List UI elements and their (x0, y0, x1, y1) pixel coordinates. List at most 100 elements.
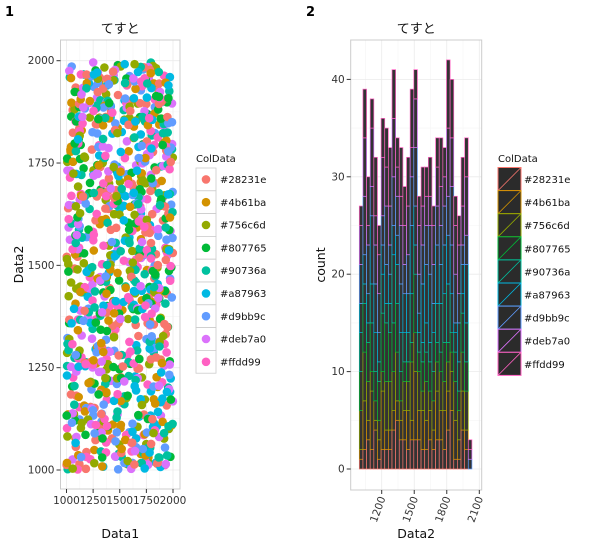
histogram-bar-segment (377, 361, 382, 382)
histogram-bar-segment (417, 195, 422, 226)
histogram-bar-segment (435, 205, 440, 246)
histogram-bar-segment (406, 332, 411, 363)
histogram-bar-segment (377, 254, 382, 295)
data-point (112, 428, 122, 437)
data-point (130, 210, 139, 220)
data-point (100, 113, 110, 123)
data-point (89, 230, 99, 239)
data-point (161, 299, 170, 308)
data-point (154, 79, 164, 88)
histogram-bar-segment (431, 332, 436, 372)
histogram-bar-segment (366, 322, 371, 343)
histogram-bar-segment (464, 322, 469, 363)
data-point (62, 423, 72, 433)
histogram-bar-segment (431, 225, 436, 265)
data-point (137, 400, 147, 410)
data-point (116, 396, 126, 406)
data-point (143, 79, 152, 88)
histogram-bar-segment (398, 195, 404, 226)
histogram-bar-segment (398, 419, 404, 441)
data-point (128, 246, 137, 256)
data-point (75, 208, 85, 218)
data-point (137, 141, 147, 151)
y-tick-label: 30 (331, 171, 344, 183)
data-point (87, 334, 97, 344)
data-point (81, 464, 91, 474)
data-point (144, 113, 154, 123)
histogram-bar-segment (424, 380, 429, 421)
histogram-bar-segment (446, 127, 451, 197)
histogram-bar-segment (388, 205, 393, 246)
histogram-bar-segment (467, 439, 473, 450)
histogram-bar-segment (435, 244, 440, 304)
histogram-bar-segment (427, 273, 433, 343)
histogram-bar-segment (369, 186, 375, 217)
histogram-bar-segment (453, 351, 458, 382)
histogram-bar-segment (366, 176, 371, 226)
data-point (66, 278, 76, 287)
histogram-bar-segment (460, 390, 466, 431)
histogram-bar-segment (417, 410, 422, 441)
data-point (73, 265, 82, 274)
data-point (153, 260, 163, 270)
legend-key-dot (201, 266, 211, 275)
histogram-bar-segment (391, 371, 396, 411)
histogram-bar-segment (395, 234, 400, 265)
histogram-bar-segment (402, 380, 407, 411)
histogram-bar-segment (391, 410, 396, 431)
data-point (88, 406, 98, 415)
histogram-bar-segment (420, 410, 426, 450)
legend-title: ColData (498, 154, 538, 165)
data-point (161, 223, 170, 232)
data-point (147, 309, 156, 319)
data-point (132, 166, 142, 175)
data-point (160, 319, 169, 329)
data-point (132, 346, 142, 355)
data-point (76, 452, 86, 462)
data-point (85, 113, 95, 122)
data-point (130, 460, 139, 469)
histogram-bar-segment (406, 380, 411, 411)
histogram-bar-segment (395, 419, 400, 470)
data-point (114, 351, 123, 360)
legend-key-dot (201, 311, 211, 321)
data-point (131, 117, 140, 126)
histogram-bar-segment (391, 69, 396, 119)
data-point (79, 164, 88, 173)
histogram-bar-segment (464, 390, 469, 431)
histogram-bar-segment (413, 273, 418, 333)
data-point (112, 191, 121, 201)
data-point (97, 453, 107, 462)
data-point (149, 282, 159, 292)
data-point (146, 238, 156, 248)
data-point (97, 462, 107, 471)
data-point (101, 373, 110, 383)
x-axis-label: Data2 (397, 526, 435, 541)
data-point (77, 418, 86, 428)
histogram-bar-segment (460, 205, 466, 246)
data-point (166, 157, 175, 167)
data-point (146, 355, 156, 364)
legend-label: #deb7a0 (220, 335, 266, 346)
histogram-bar-segment (366, 439, 371, 470)
data-point (73, 219, 83, 229)
histogram-bar-segment (460, 312, 466, 353)
histogram-bar-segment (358, 449, 364, 460)
data-point (102, 421, 112, 431)
histogram-bar-segment (373, 156, 378, 217)
histogram-bar-segment (384, 322, 389, 382)
histogram-bar-segment (438, 410, 444, 441)
histogram-bar-segment (449, 79, 455, 139)
histogram-bar-segment (457, 458, 462, 470)
histogram-bar-segment (398, 283, 404, 333)
data-point (99, 301, 108, 311)
data-point (79, 249, 89, 258)
histogram-bar-segment (369, 127, 375, 187)
histogram-bar-segment (384, 303, 389, 324)
data-point (91, 435, 100, 445)
data-point (104, 316, 113, 325)
data-point (113, 389, 122, 399)
histogram-bar-segment (388, 429, 393, 450)
histogram-bar-segment (424, 322, 429, 353)
histogram-bar-segment (358, 205, 364, 226)
